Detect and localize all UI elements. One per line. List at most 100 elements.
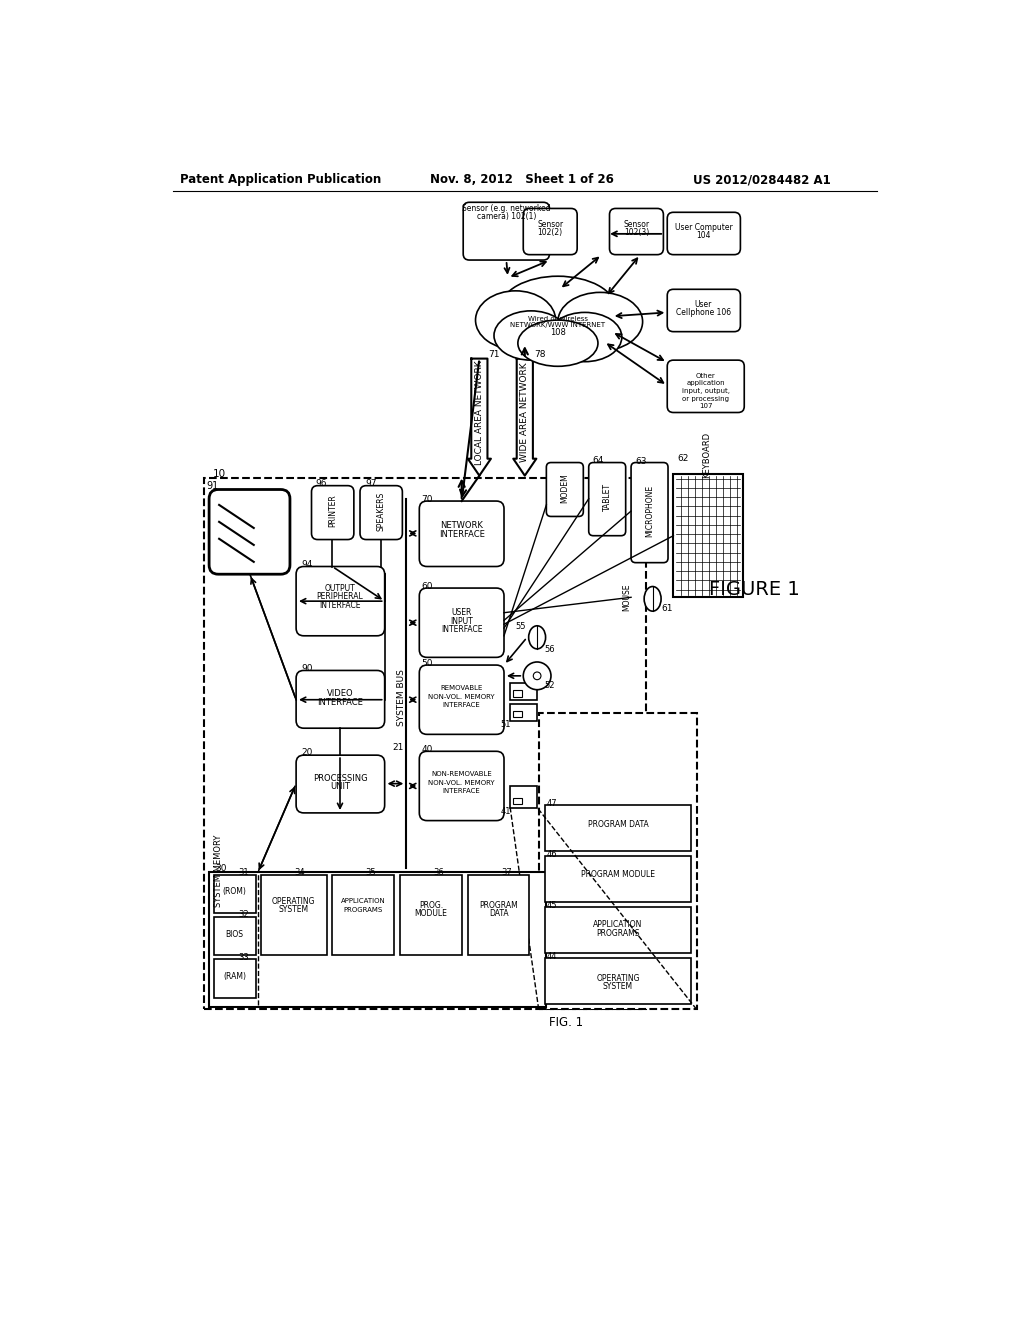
Text: 97: 97 <box>366 479 377 488</box>
Polygon shape <box>468 359 490 475</box>
Text: Sensor (e.g. networked: Sensor (e.g. networked <box>462 205 551 213</box>
Text: 31: 31 <box>239 867 249 876</box>
Text: 96: 96 <box>315 479 327 488</box>
Bar <box>468 874 529 956</box>
Ellipse shape <box>500 276 615 341</box>
FancyBboxPatch shape <box>631 462 668 562</box>
Text: 78: 78 <box>535 350 546 359</box>
Bar <box>513 799 522 804</box>
Text: Sensor: Sensor <box>624 220 649 230</box>
Text: PROGRAM: PROGRAM <box>479 900 518 909</box>
Bar <box>333 874 394 956</box>
Bar <box>545 958 691 1003</box>
Text: MOUSE: MOUSE <box>623 583 632 611</box>
Bar <box>510 704 538 721</box>
Text: (ROM): (ROM) <box>222 887 247 896</box>
FancyBboxPatch shape <box>609 209 664 255</box>
Text: 70: 70 <box>422 495 433 504</box>
Text: or processing: or processing <box>682 396 729 401</box>
Text: 94: 94 <box>301 560 313 569</box>
Text: 47: 47 <box>547 799 557 808</box>
Ellipse shape <box>494 312 568 360</box>
Text: SYSTEM MEMORY: SYSTEM MEMORY <box>214 834 223 907</box>
Text: 60: 60 <box>422 582 433 591</box>
Bar <box>209 873 547 1007</box>
Text: 104: 104 <box>696 231 711 240</box>
Text: BIOS: BIOS <box>225 931 244 939</box>
Text: 108: 108 <box>550 327 566 337</box>
Text: MODULE: MODULE <box>415 908 447 917</box>
Text: PROCESSING: PROCESSING <box>312 774 368 783</box>
Text: NON-VOL. MEMORY: NON-VOL. MEMORY <box>428 780 495 785</box>
FancyBboxPatch shape <box>463 202 550 260</box>
Bar <box>545 805 691 851</box>
Text: UNIT: UNIT <box>330 783 350 791</box>
FancyBboxPatch shape <box>311 486 354 540</box>
Ellipse shape <box>528 626 546 649</box>
Bar <box>513 711 522 718</box>
Text: TABLET: TABLET <box>603 483 611 511</box>
Text: 20: 20 <box>301 748 313 758</box>
Text: 62: 62 <box>677 454 688 463</box>
Text: USER: USER <box>452 609 472 618</box>
Text: SYSTEM: SYSTEM <box>603 982 633 991</box>
Text: 55: 55 <box>515 622 526 631</box>
Text: 102(3): 102(3) <box>624 228 649 236</box>
FancyBboxPatch shape <box>360 486 402 540</box>
Bar <box>214 917 256 956</box>
Text: FIGURE 1: FIGURE 1 <box>709 579 800 599</box>
Text: 36: 36 <box>433 869 444 878</box>
Text: MODEM: MODEM <box>560 473 569 503</box>
Text: NETWORK: NETWORK <box>440 521 483 531</box>
FancyBboxPatch shape <box>296 566 385 636</box>
FancyBboxPatch shape <box>668 360 744 412</box>
FancyBboxPatch shape <box>296 755 385 813</box>
Text: INTERFACE: INTERFACE <box>442 702 480 708</box>
Text: 71: 71 <box>488 350 500 359</box>
Bar <box>510 682 538 700</box>
Text: 64: 64 <box>593 455 604 465</box>
FancyBboxPatch shape <box>419 589 504 657</box>
FancyBboxPatch shape <box>419 502 504 566</box>
Text: INTERFACE: INTERFACE <box>442 788 480 795</box>
Text: 45: 45 <box>547 900 557 909</box>
Text: PROGRAMS: PROGRAMS <box>596 928 640 937</box>
Text: NON-VOL. MEMORY: NON-VOL. MEMORY <box>428 693 495 700</box>
Text: INTERFACE: INTERFACE <box>319 601 360 610</box>
FancyBboxPatch shape <box>419 751 504 821</box>
Text: 32: 32 <box>239 909 249 919</box>
Text: 51: 51 <box>500 719 511 729</box>
Text: REMOVABLE: REMOVABLE <box>440 685 483 692</box>
Text: NON-REMOVABLE: NON-REMOVABLE <box>431 771 493 777</box>
Text: 46: 46 <box>547 850 557 859</box>
Text: 56: 56 <box>544 645 555 655</box>
Text: INTERFACE: INTERFACE <box>438 529 484 539</box>
Text: VIDEO: VIDEO <box>327 689 353 698</box>
Text: 102(2): 102(2) <box>538 228 563 236</box>
FancyBboxPatch shape <box>209 490 290 574</box>
Text: KEYBOARD: KEYBOARD <box>702 432 711 478</box>
Text: 52: 52 <box>544 681 555 690</box>
Text: 63: 63 <box>635 457 646 466</box>
Text: 37: 37 <box>501 869 512 878</box>
Polygon shape <box>513 359 537 475</box>
Bar <box>214 960 256 998</box>
Text: 40: 40 <box>422 746 433 754</box>
Text: User: User <box>694 300 712 309</box>
Ellipse shape <box>558 293 643 351</box>
Text: US 2012/0284482 A1: US 2012/0284482 A1 <box>693 173 830 186</box>
Circle shape <box>534 672 541 680</box>
Text: WIDE AREA NETWORK: WIDE AREA NETWORK <box>520 363 529 462</box>
Text: Sensor: Sensor <box>538 220 563 230</box>
Text: PROGRAMS: PROGRAMS <box>343 907 383 913</box>
Ellipse shape <box>548 313 622 362</box>
Text: 91: 91 <box>206 480 218 491</box>
Bar <box>510 785 538 808</box>
Ellipse shape <box>475 290 556 350</box>
Text: Cellphone 106: Cellphone 106 <box>676 308 731 317</box>
FancyBboxPatch shape <box>523 209 578 255</box>
FancyBboxPatch shape <box>547 462 584 516</box>
Text: DATA: DATA <box>488 908 509 917</box>
Bar <box>261 874 327 956</box>
Text: 41: 41 <box>500 807 511 816</box>
